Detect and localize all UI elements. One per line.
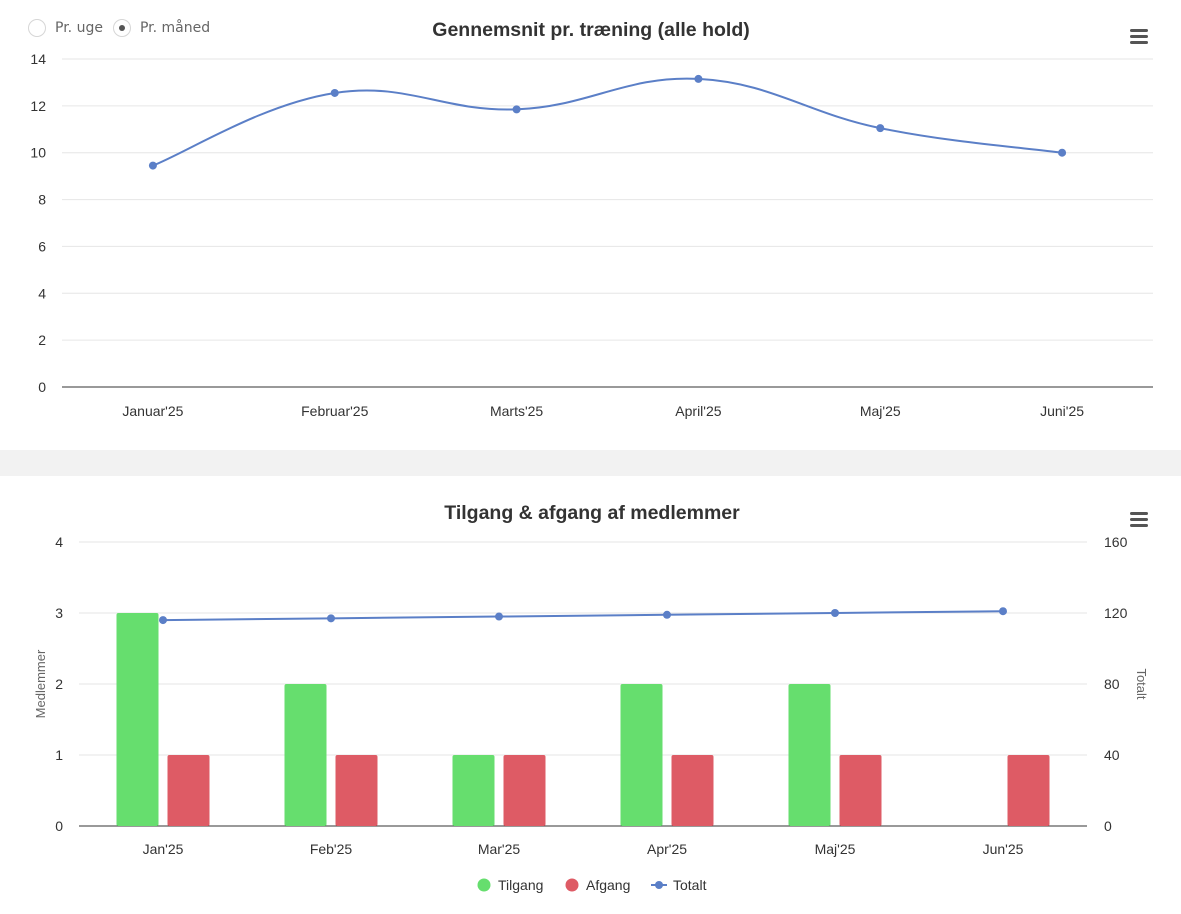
legend-symbol-icon: [565, 878, 579, 892]
chart2-y2-tick-label: 40: [1104, 747, 1120, 763]
chart1-x-tick-label: Juni'25: [1040, 403, 1084, 419]
chart2-y2-tick-label: 160: [1104, 534, 1128, 550]
chart2-menu-icon[interactable]: [1130, 512, 1148, 528]
chart2-y2-tick-label: 80: [1104, 676, 1120, 692]
chart1-x-tick-label: April'25: [675, 403, 721, 419]
radio-per-week-circle[interactable]: [28, 19, 46, 37]
radio-per-month-circle[interactable]: [112, 19, 131, 37]
member-flow-chart-panel: Tilgang & afgang af medlemmer 0 1 2 3 4 0 40 80 1…: [0, 476, 1181, 914]
chart2-bar-afgang: [503, 755, 546, 826]
chart2-x-tick-label: Jun'25: [983, 841, 1024, 857]
chart2-totalt-point: [831, 609, 839, 617]
chart2-legend: Tilgang Afgang Totalt: [477, 877, 707, 893]
chart2-legend-label: Afgang: [586, 877, 630, 893]
average-per-training-chart-panel: Pr. uge Pr. måned Gennemsnit pr. træning…: [0, 0, 1181, 450]
chart2-legend-item[interactable]: Totalt: [651, 877, 707, 893]
radio-per-week-label[interactable]: Pr. uge: [55, 20, 103, 36]
chart2-x-tick-label: Jan'25: [143, 841, 184, 857]
chart1-y-tick-label: 12: [30, 98, 46, 114]
chart1-y-tick-label: 6: [38, 238, 46, 254]
chart2-y-tick-label: 1: [55, 747, 63, 763]
chart1-x-tick-label: Januar'25: [122, 403, 183, 419]
chart2-totalt-point: [327, 614, 335, 623]
radio-per-week[interactable]: Pr. uge: [28, 19, 103, 37]
chart2-x-tick-label: Maj'25: [815, 841, 856, 857]
chart2-y2-axis-title: Totalt: [1134, 668, 1149, 699]
chart2-y-tick-label: 2: [55, 676, 63, 692]
chart2-bar-tilgang: [452, 755, 495, 826]
chart2-bar-afgang: [1007, 755, 1050, 826]
chart2-y-tick-label: 0: [55, 818, 63, 834]
chart2-legend-item[interactable]: Tilgang: [477, 877, 544, 893]
line-chart-svg: Gennemsnit pr. træning (alle hold) 0 2 4 6 8 1…: [30, 19, 1153, 419]
chart1-y-tick-label: 0: [38, 379, 46, 395]
chart1-data-point: [330, 88, 339, 97]
radio-per-month[interactable]: Pr. måned: [112, 19, 211, 37]
chart2-totalt-line: [162, 610, 1004, 622]
chart1-y-tick-label: 2: [38, 332, 46, 348]
chart2-x-tick-label: Feb'25: [310, 841, 353, 857]
chart2-bar-afgang: [167, 755, 210, 826]
chart1-series-line: [152, 77, 1063, 167]
chart2-totalt-point: [663, 610, 671, 619]
chart2-legend-label: Tilgang: [498, 877, 543, 893]
chart2-totalt-point: [159, 616, 167, 625]
chart2-legend-label: Totalt: [673, 877, 707, 893]
bar-line-combo-chart-svg: Tilgang & afgang af medlemmer01234040801…: [33, 502, 1149, 893]
section-divider: [0, 450, 1181, 476]
chart2-bar-tilgang: [116, 613, 159, 826]
chart2-bar-afgang: [335, 755, 378, 826]
chart2-bar-afgang: [671, 755, 714, 826]
chart1-data-point: [1058, 148, 1067, 157]
chart1-data-point: [694, 74, 703, 83]
chart1-menu-icon[interactable]: [1130, 29, 1148, 45]
chart2-y-tick-label: 3: [55, 605, 63, 621]
chart2-totalt-point: [495, 612, 503, 621]
chart1-x-tick-label: Marts'25: [490, 403, 543, 419]
chart1-y-tick-label: 4: [38, 285, 46, 301]
legend-symbol-icon: [477, 878, 491, 892]
chart2-totalt-point: [999, 607, 1007, 616]
chart1-y-tick-label: 14: [30, 51, 46, 67]
chart1-x-tick-label: Februar'25: [301, 403, 368, 419]
chart1-y-tick-label: 8: [38, 192, 46, 208]
chart1-y-tick-label: 10: [30, 145, 46, 161]
chart2-y-axis-title: Medlemmer: [33, 649, 48, 718]
chart1-data-point: [512, 105, 521, 114]
chart2-y-tick-label: 4: [55, 534, 63, 550]
radio-per-month-label[interactable]: Pr. måned: [139, 20, 211, 36]
chart1-x-tick-label: Maj'25: [860, 403, 901, 419]
chart2-x-tick-label: Apr'25: [647, 841, 687, 857]
legend-marker-icon: [655, 881, 663, 889]
chart2-y2-tick-label: 120: [1104, 605, 1128, 621]
chart1-title: Gennemsnit pr. træning (alle hold): [432, 19, 749, 41]
chart1-data-point: [148, 161, 157, 170]
chart2-bar-tilgang: [284, 684, 327, 826]
chart2-bar-tilgang: [788, 684, 831, 826]
chart1-data-point: [876, 124, 885, 133]
chart2-legend-item[interactable]: Afgang: [565, 877, 631, 893]
chart2-x-tick-label: Mar'25: [478, 841, 521, 857]
chart2-bar-tilgang: [620, 684, 663, 826]
chart2-bar-afgang: [839, 755, 882, 826]
chart2-title: Tilgang & afgang af medlemmer: [444, 502, 740, 524]
chart2-y2-tick-label: 0: [1104, 818, 1112, 834]
period-toggle: Pr. uge Pr. måned: [28, 19, 210, 37]
